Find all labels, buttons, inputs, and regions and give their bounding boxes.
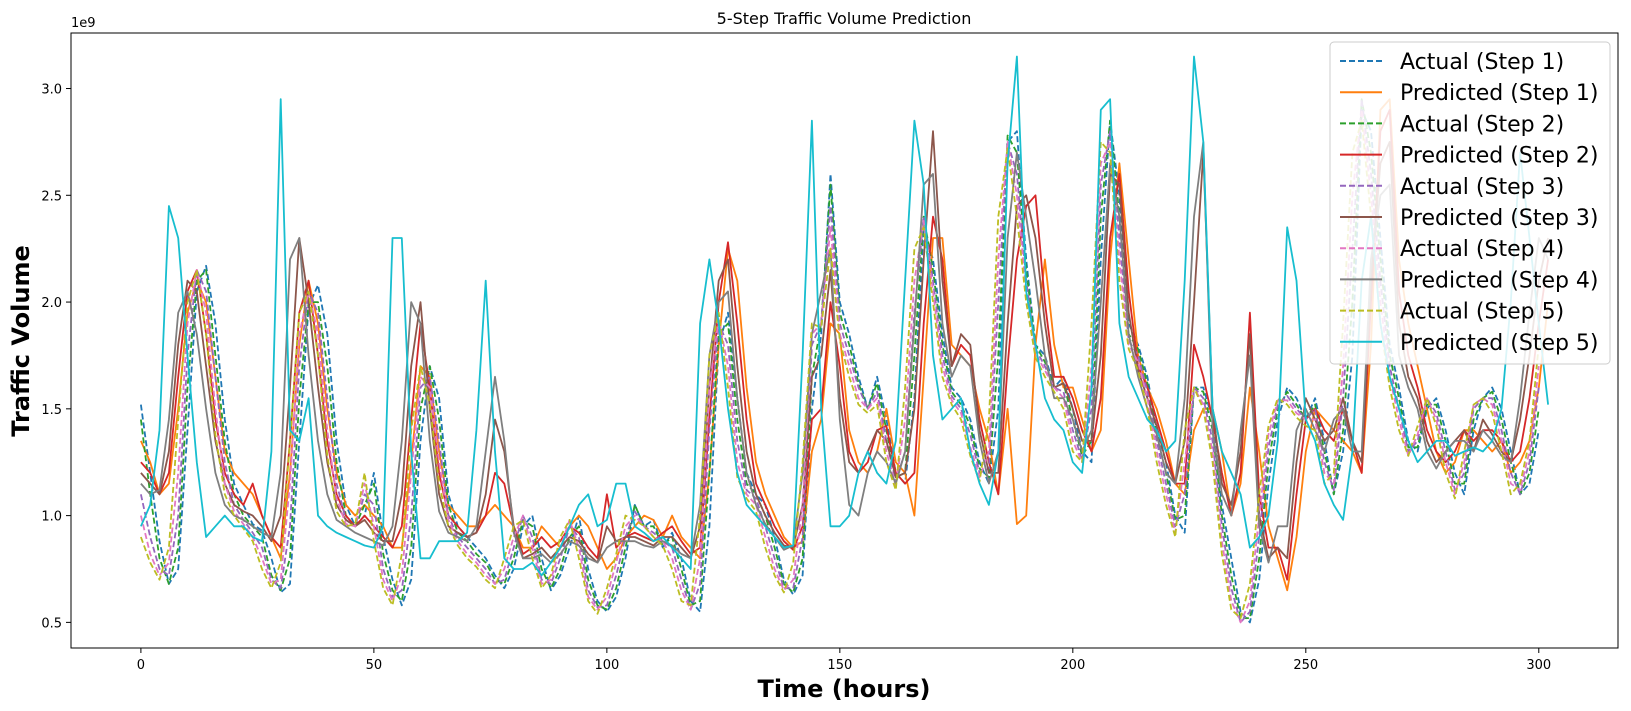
legend-label-1: Actual (Step 1): [1400, 50, 1564, 75]
x-tick-label: 0: [137, 658, 145, 673]
legend-label-5: Actual (Step 3): [1400, 175, 1564, 200]
legend: Actual (Step 1) Predicted (Step 1) Actual …: [1329, 41, 1611, 365]
legend-box: [1329, 41, 1611, 365]
series-line-10: [140, 55, 1549, 577]
y-tick-label: 2.5: [41, 189, 62, 204]
legend-label-6: Predicted (Step 3): [1400, 206, 1599, 231]
legend-label-3: Actual (Step 2): [1400, 112, 1564, 137]
legend-label-2: Predicted (Step 1): [1400, 81, 1599, 106]
series-line-4: [140, 109, 1549, 581]
legend-label-10: Predicted (Step 5): [1400, 331, 1599, 356]
x-tick-label: 250: [1293, 658, 1318, 673]
y-tick-label: 3.0: [41, 83, 62, 98]
plot-frame: [70, 32, 1619, 649]
series-layer: [140, 55, 1549, 624]
series-line-9: [140, 119, 1540, 619]
y-axis: 0.5 1.0 1.5 2.0 2.5 3.0: [41, 83, 71, 631]
y-scale-label: 1e9: [71, 16, 96, 31]
x-tick-label: 150: [827, 658, 852, 673]
legend-label-7: Actual (Step 4): [1400, 237, 1564, 262]
y-tick-label: 1.0: [41, 510, 62, 525]
legend-label-8: Predicted (Step 4): [1400, 268, 1599, 293]
x-tick-label: 100: [594, 658, 619, 673]
y-tick-label: 2.0: [41, 296, 62, 311]
x-axis-label: Time (hours): [758, 675, 931, 703]
y-axis-label: Traffic Volume: [7, 245, 35, 436]
x-tick-label: 300: [1526, 658, 1551, 673]
legend-label-9: Actual (Step 5): [1400, 300, 1564, 325]
y-tick-label: 0.5: [41, 616, 62, 631]
chart-title: 5-Step Traffic Volume Prediction: [717, 9, 972, 28]
x-tick-label: 50: [366, 658, 383, 673]
x-tick-label: 200: [1060, 658, 1085, 673]
legend-label-4: Predicted (Step 2): [1400, 144, 1599, 169]
x-axis: 0 50 100 150 200 250 300: [137, 648, 1551, 673]
y-tick-label: 1.5: [41, 403, 62, 418]
